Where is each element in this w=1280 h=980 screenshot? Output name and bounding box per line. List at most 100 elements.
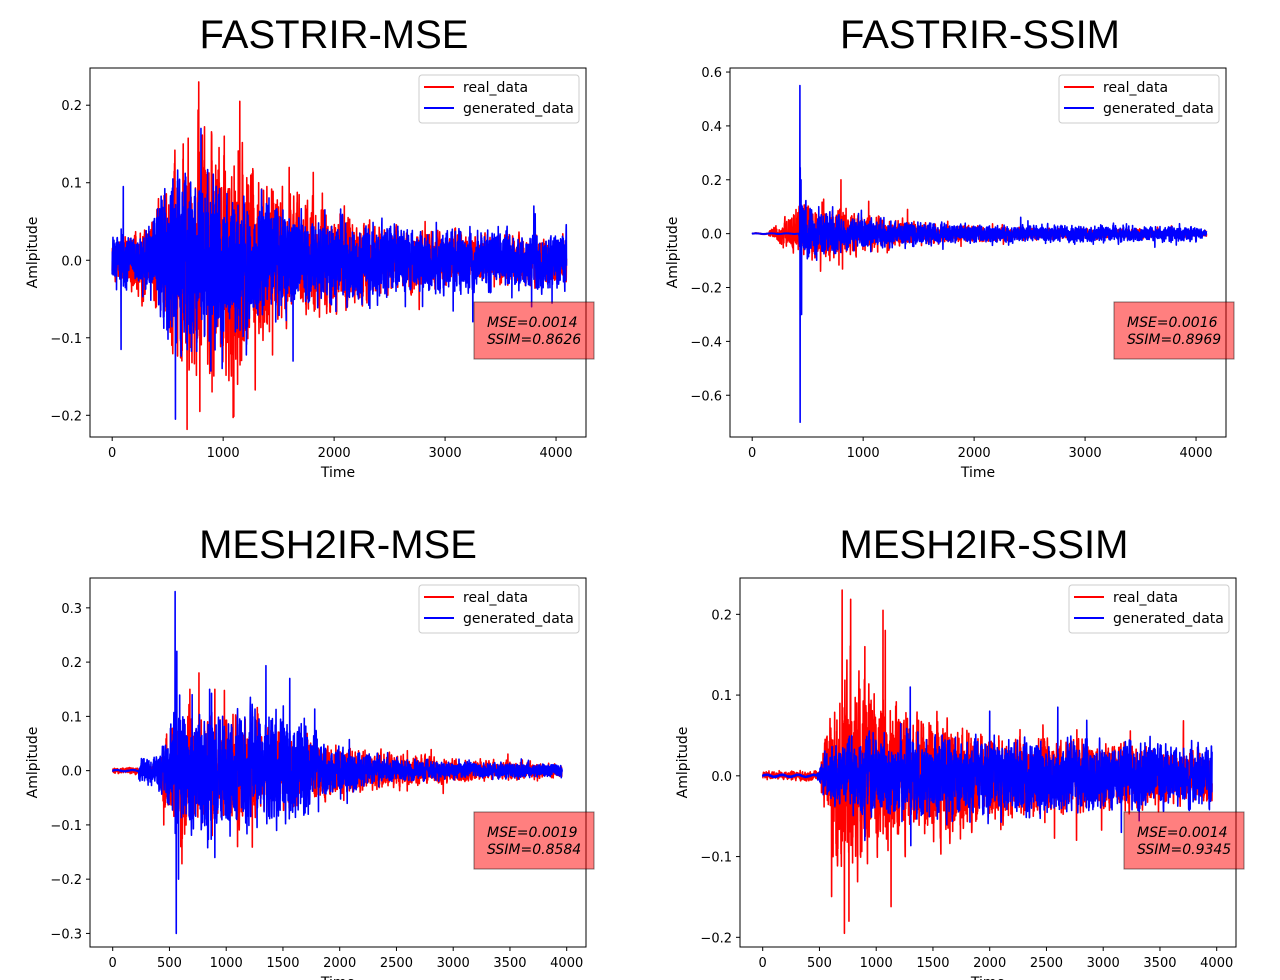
axes-frame: [89, 67, 587, 438]
mse-value: MSE=0.0016: [1127, 315, 1218, 331]
subplot-2: FASTRIR-SSIM 0 1000 2000 3000 4000 −0.6 −0.4 −0.…: [665, 13, 1235, 481]
x-tick-label: 3500: [1143, 956, 1176, 971]
x-tick-label: 500: [157, 956, 182, 971]
x-tick-label: 0: [109, 956, 117, 971]
x-tick-label: 3000: [437, 956, 470, 971]
x-tick-label: 1500: [266, 956, 299, 971]
x-tick-label: 1500: [916, 956, 949, 971]
metrics-box: [473, 811, 595, 870]
x-tick-label: 2000: [323, 956, 356, 971]
plot-area: [111, 590, 563, 935]
x-tick-label: 3000: [429, 446, 462, 461]
x-tick-label: 4000: [1200, 956, 1233, 971]
x-tick-label: 4000: [1179, 446, 1212, 461]
legend-label-generated-data: generated_data: [1103, 101, 1214, 117]
y-tick-label: 0.2: [61, 656, 82, 671]
y-tick-label: 0.1: [711, 689, 732, 704]
legend-box: [1058, 74, 1220, 124]
y-tick-label: 0.0: [61, 254, 82, 269]
series-line-generated-data: [111, 127, 568, 420]
subplot-4: MESH2IR-SSIM 0 500 1000 1500 2000 2500 3000 3500…: [675, 523, 1245, 980]
y-tick-label: −0.6: [690, 389, 722, 404]
y-tick-label: −0.1: [50, 819, 82, 834]
x-tick-label: 2500: [380, 956, 413, 971]
legend-label-real-data: real_data: [1113, 590, 1178, 606]
series-line-generated-data: [751, 84, 1208, 423]
ssim-value: SSIM=0.8626: [487, 332, 581, 348]
x-tick-label: 3000: [1087, 956, 1120, 971]
x-tick-label: 2000: [318, 446, 351, 461]
legend-label-real-data: real_data: [463, 590, 528, 606]
x-tick-label: 4000: [539, 446, 572, 461]
y-axis-label: Amlpitude: [665, 217, 681, 289]
y-tick-label: 0.3: [61, 602, 82, 617]
x-tick-label: 3000: [1069, 446, 1102, 461]
y-axis-label: Amlpitude: [675, 727, 691, 799]
y-tick-label: −0.1: [50, 332, 82, 347]
x-axis-label: Time: [320, 975, 355, 980]
legend-label-generated-data: generated_data: [463, 101, 574, 117]
subplot-title: MESH2IR-SSIM: [840, 523, 1129, 567]
y-tick-label: −0.2: [50, 873, 82, 888]
x-tick-label: 500: [807, 956, 832, 971]
y-tick-label: 0.2: [711, 608, 732, 623]
ssim-value: SSIM=0.8584: [487, 842, 581, 858]
y-tick-label: −0.2: [690, 282, 722, 297]
y-tick-label: 0.0: [711, 770, 732, 785]
axes-frame: [729, 67, 1227, 438]
metrics-box: [1123, 811, 1245, 870]
x-tick-label: 1000: [860, 956, 893, 971]
x-axis-label: Time: [320, 465, 355, 481]
y-axis-label: Amlpitude: [25, 217, 41, 289]
x-tick-label: 4000: [550, 956, 583, 971]
legend-box: [418, 74, 580, 124]
legend-label-real-data: real_data: [1103, 80, 1168, 96]
y-tick-label: −0.1: [700, 851, 732, 866]
legend-label-generated-data: generated_data: [463, 611, 574, 627]
legend-label-generated-data: generated_data: [1113, 611, 1224, 627]
subplot-title: FASTRIR-SSIM: [840, 13, 1120, 57]
x-tick-label: 3500: [493, 956, 526, 971]
y-tick-label: 0.2: [61, 99, 82, 114]
legend: real_data generated_data: [418, 74, 580, 124]
x-tick-label: 2000: [958, 446, 991, 461]
series-line-generated-data: [112, 590, 563, 935]
mse-value: MSE=0.0014: [1137, 825, 1228, 841]
x-tick-label: 0: [748, 446, 756, 461]
legend-label-real-data: real_data: [463, 80, 528, 96]
y-tick-label: 0.1: [61, 177, 82, 192]
y-tick-label: −0.4: [690, 335, 722, 350]
legend-box: [1068, 584, 1230, 634]
axes-frame: [89, 577, 587, 948]
subplot-3: MESH2IR-MSE 0 500 1000 1500 2000 2500 3000 3500 4…: [25, 523, 595, 980]
mse-value: MSE=0.0019: [487, 825, 578, 841]
x-axis-label: Time: [960, 465, 995, 481]
ssim-value: SSIM=0.8969: [1127, 332, 1221, 348]
y-tick-label: −0.2: [50, 409, 82, 424]
plot-area: [761, 589, 1213, 935]
x-tick-label: 0: [108, 446, 116, 461]
plot-area: [111, 81, 568, 431]
x-tick-label: 1000: [210, 956, 243, 971]
y-tick-label: 0.0: [61, 765, 82, 780]
y-tick-label: 0.0: [701, 228, 722, 243]
ssim-value: SSIM=0.9345: [1137, 842, 1231, 858]
x-tick-label: 2000: [973, 956, 1006, 971]
legend: real_data generated_data: [418, 584, 580, 634]
y-tick-label: −0.2: [700, 931, 732, 946]
y-tick-label: 0.1: [61, 710, 82, 725]
series-line-generated-data: [761, 686, 1213, 847]
y-tick-label: 0.4: [701, 120, 722, 135]
mse-value: MSE=0.0014: [487, 315, 578, 331]
x-tick-label: 1000: [207, 446, 240, 461]
x-tick-label: 2500: [1030, 956, 1063, 971]
plot-area: [751, 84, 1208, 423]
legend: real_data generated_data: [1068, 584, 1230, 634]
y-tick-label: 0.2: [701, 174, 722, 189]
legend-box: [418, 584, 580, 634]
